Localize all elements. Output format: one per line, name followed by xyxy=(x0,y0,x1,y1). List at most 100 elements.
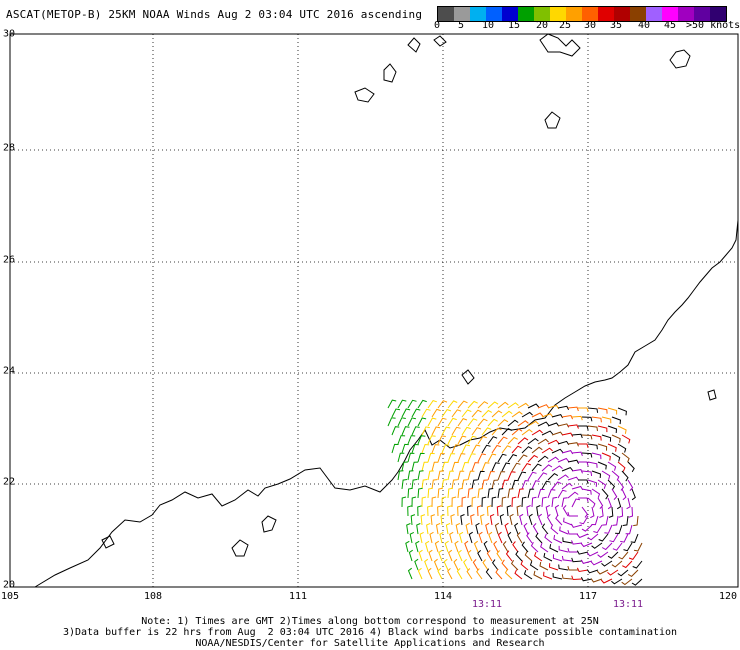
wind-barb xyxy=(561,482,573,490)
wind-barb xyxy=(397,399,407,409)
wind-barb xyxy=(466,505,472,517)
wind-barb xyxy=(617,569,629,577)
wind-barb xyxy=(447,417,457,427)
wind-barb xyxy=(627,569,639,578)
wind-barb xyxy=(537,404,550,409)
wind-barb xyxy=(516,532,523,544)
wind-barb xyxy=(467,400,478,409)
wind-barb xyxy=(461,496,467,508)
wind-barb xyxy=(475,522,480,535)
wind-barb xyxy=(607,551,619,559)
wind-barb xyxy=(504,522,509,535)
wind-barb xyxy=(491,427,502,436)
wind-barb xyxy=(621,470,629,482)
wind-barb xyxy=(481,409,493,418)
wind-barb xyxy=(550,524,559,535)
wind-barb xyxy=(431,444,440,454)
wind-barb xyxy=(561,432,574,437)
wind-barb xyxy=(437,470,444,481)
wind-barb xyxy=(512,541,519,553)
wind-barb xyxy=(571,469,583,474)
wind-barb xyxy=(552,572,563,580)
wind-barb xyxy=(465,522,470,535)
wind-barb xyxy=(451,409,462,418)
wind-barb xyxy=(495,568,503,580)
wind-barb xyxy=(457,487,463,499)
colorbar-swatch xyxy=(502,7,518,21)
wind-barb xyxy=(531,412,544,418)
wind-barb xyxy=(571,575,583,581)
wind-barb xyxy=(391,408,401,418)
wind-barb xyxy=(537,472,548,481)
wind-barb xyxy=(421,408,431,418)
wind-barb xyxy=(546,514,553,526)
wind-barb xyxy=(563,517,573,526)
wind-barb xyxy=(497,488,504,499)
wind-barb xyxy=(558,545,569,553)
wind-barb xyxy=(526,532,533,544)
x-tick-label: 105 xyxy=(0,591,20,602)
wind-barb xyxy=(496,505,502,517)
colorbar-swatch xyxy=(454,7,470,21)
wind-barb xyxy=(457,470,465,481)
wind-barb xyxy=(531,496,537,508)
wind-barb xyxy=(626,497,631,510)
wind-barb xyxy=(497,436,508,445)
wind-barb xyxy=(597,479,607,489)
wind-barb xyxy=(461,479,468,490)
x-tick-label: 108 xyxy=(143,591,163,602)
wind-barb xyxy=(617,443,627,453)
wind-barb xyxy=(421,496,427,508)
wind-barb xyxy=(541,480,551,490)
wind-barb xyxy=(601,434,612,442)
wind-barb xyxy=(471,444,481,454)
wind-barb xyxy=(514,569,523,580)
wind-barb xyxy=(411,496,417,508)
wind-barb xyxy=(491,496,497,508)
wind-barb xyxy=(621,578,633,586)
wind-barb xyxy=(397,452,405,463)
wind-barb xyxy=(444,540,449,553)
wind-barb xyxy=(457,417,468,427)
wind-barb xyxy=(591,542,603,549)
wind-barb xyxy=(507,402,519,409)
cb-label: 20 xyxy=(536,20,549,31)
wind-barb xyxy=(587,497,596,508)
cb-label: 0 xyxy=(434,20,441,31)
wind-barb xyxy=(457,505,462,517)
wind-barb xyxy=(607,569,619,576)
wind-barb xyxy=(455,522,461,535)
wind-barb xyxy=(431,461,439,472)
wind-barb xyxy=(434,540,440,553)
wind-barb xyxy=(487,453,497,463)
wind-barb xyxy=(541,464,553,472)
wind-barb xyxy=(447,400,458,409)
wind-barb xyxy=(628,551,639,561)
colorbar-swatch xyxy=(518,7,534,21)
wind-barb xyxy=(507,531,513,544)
wind-barb xyxy=(622,560,633,569)
wind-barb xyxy=(601,416,612,424)
wind-barb xyxy=(537,455,549,463)
wind-barb xyxy=(553,535,563,544)
wind-barb xyxy=(611,470,620,481)
colorbar-labels: 0 5 10 15 20 25 30 35 40 45 >50 knots xyxy=(434,20,740,32)
map-frame xyxy=(9,33,739,588)
colorbar-swatch xyxy=(630,7,646,21)
wind-barb xyxy=(567,511,578,517)
wind-barb xyxy=(507,488,514,499)
wind-barb xyxy=(467,453,476,463)
wind-barb xyxy=(427,470,434,481)
wind-barb xyxy=(425,540,430,553)
wind-barb xyxy=(496,550,503,562)
wind-barb xyxy=(409,531,415,544)
wind-barb xyxy=(601,452,611,461)
wind-barb xyxy=(481,444,491,454)
wind-barb xyxy=(501,479,509,490)
wind-barb xyxy=(611,578,623,585)
wind-speed-colorbar xyxy=(437,6,727,22)
wind-barb xyxy=(555,514,563,526)
wind-barb xyxy=(437,567,443,580)
wind-barb xyxy=(533,570,543,580)
wind-barb xyxy=(627,461,635,473)
